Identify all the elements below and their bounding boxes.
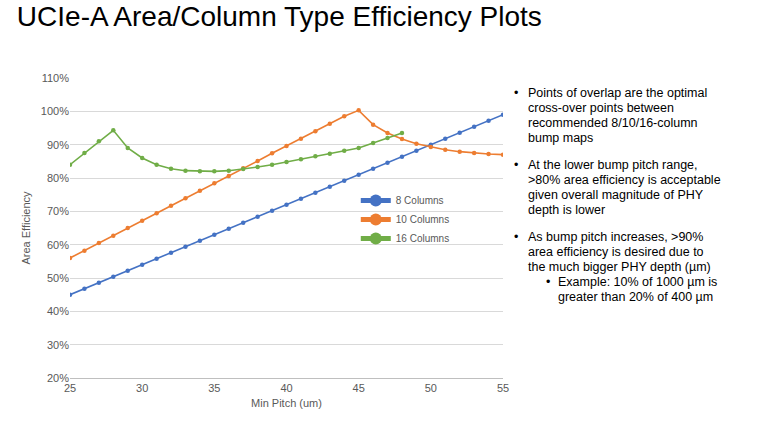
html-text:Points of overlap are the opti: Points of overlap are the optimal	[528, 86, 708, 100]
svg-text:40%: 40%	[47, 305, 69, 317]
html-text:depth is lower: depth is lower	[528, 203, 606, 217]
svg-text:35: 35	[208, 382, 220, 394]
svg-text:30: 30	[136, 382, 148, 394]
svg-text:110%: 110%	[42, 72, 70, 84]
svg-text:8 Columns: 8 Columns	[396, 195, 444, 206]
svg-text:UCIe-A Area/Column Type Effici: UCIe-A Area/Column Type Efficiency Plots	[17, 1, 542, 32]
html-text:Example: 10% of 1000 µm is: Example: 10% of 1000 µm is	[558, 275, 718, 289]
html-text:the much bigger PHY depth (µm): the much bigger PHY depth (µm)	[528, 260, 711, 274]
svg-text:25: 25	[64, 382, 76, 394]
svg-text:100%: 100%	[41, 105, 69, 117]
html-text:>80% area efficiency is accept: >80% area efficiency is acceptable	[528, 173, 721, 187]
svg-text:20%: 20%	[47, 372, 69, 384]
html-text:As bump pitch increases, >90%: As bump pitch increases, >90%	[528, 230, 704, 244]
svg-text:10 Columns: 10 Columns	[396, 214, 449, 225]
html-text:area efficiency is desired due: area efficiency is desired due to	[528, 245, 704, 259]
svg-text:55: 55	[497, 382, 509, 394]
html-text:given overall magnitude of PHY: given overall magnitude of PHY	[528, 188, 704, 202]
svg-text:16 Columns: 16 Columns	[396, 233, 449, 244]
svg-text:70%: 70%	[47, 205, 69, 217]
svg-text:Min Pitch (um): Min Pitch (um)	[251, 397, 322, 409]
html-text:cross-over points between: cross-over points between	[528, 101, 674, 115]
html-text:bump maps: bump maps	[528, 131, 594, 145]
svg-text:50: 50	[425, 382, 437, 394]
svg-text:40: 40	[280, 382, 292, 394]
svg-text:60%: 60%	[47, 239, 69, 251]
svg-text:90%: 90%	[47, 139, 69, 151]
svg-text:50%: 50%	[47, 272, 69, 284]
html-text:greater than 20% of 400 µm: greater than 20% of 400 µm	[558, 290, 714, 304]
svg-text:Area Efficiency: Area Efficiency	[20, 191, 32, 265]
svg-text:45: 45	[353, 382, 365, 394]
html-text:At the lower bump pitch range,: At the lower bump pitch range,	[528, 158, 698, 172]
svg-text:30%: 30%	[47, 339, 69, 351]
svg-text:80%: 80%	[47, 172, 69, 184]
html-text:recommended 8/10/16-column: recommended 8/10/16-column	[528, 116, 698, 130]
